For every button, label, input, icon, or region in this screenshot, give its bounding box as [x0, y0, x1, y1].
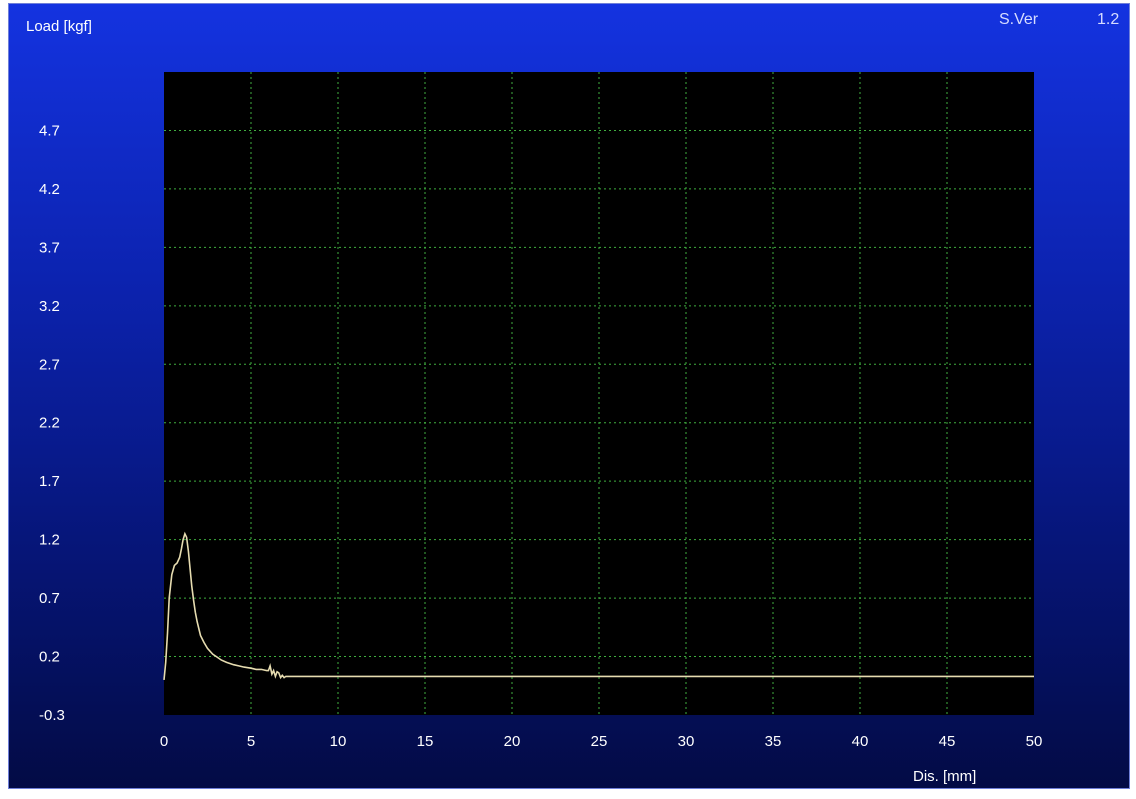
x-tick-label: 10: [330, 733, 347, 750]
chart-window: Load [kgf] S.Ver 1.2 -0.3 0.2 0.7 1.2 1.7 2.2…: [8, 3, 1130, 789]
x-tick-label: 25: [591, 733, 608, 750]
load-series-line: [163, 531, 1034, 680]
y-tick-label: 2.7: [39, 356, 60, 373]
y-axis-label: Load [kgf]: [26, 18, 92, 35]
y-tick-label: 2.2: [39, 415, 60, 432]
y-tick-label: 4.7: [39, 122, 60, 139]
x-tick-label: 20: [504, 733, 521, 750]
y-tick-label: -0.3: [39, 707, 65, 724]
y-tick-label: 1.7: [39, 473, 60, 490]
y-tick-label: 0.7: [39, 590, 60, 607]
version-value: 1.2: [1097, 11, 1119, 28]
y-tick-label: 0.2: [39, 649, 60, 666]
x-tick-label: 50: [1026, 733, 1043, 750]
y-tick-label: 3.2: [39, 298, 60, 315]
x-tick-label: 15: [417, 733, 434, 750]
x-tick-label: 30: [678, 733, 695, 750]
x-tick-label: 5: [247, 733, 255, 750]
grid-lines: [164, 72, 1034, 715]
load-displacement-chart: Load [kgf] S.Ver 1.2 -0.3 0.2 0.7 1.2 1.7 2.2…: [26, 11, 1119, 785]
x-tick-label: 0: [160, 733, 168, 750]
version-label: S.Ver: [999, 11, 1039, 28]
x-tick-labels: 0 5 10 15 20 25 30 35 40 45 50: [160, 733, 1043, 750]
y-tick-label: 1.2: [39, 532, 60, 549]
y-tick-label: 3.7: [39, 239, 60, 256]
x-tick-label: 45: [939, 733, 956, 750]
x-axis-label: Dis. [mm]: [913, 768, 976, 785]
y-tick-label: 4.2: [39, 181, 60, 198]
x-tick-label: 40: [852, 733, 869, 750]
x-tick-label: 35: [765, 733, 782, 750]
y-tick-labels: -0.3 0.2 0.7 1.2 1.7 2.2 2.7 3.2 3.7 4.2 4.7: [39, 122, 65, 724]
